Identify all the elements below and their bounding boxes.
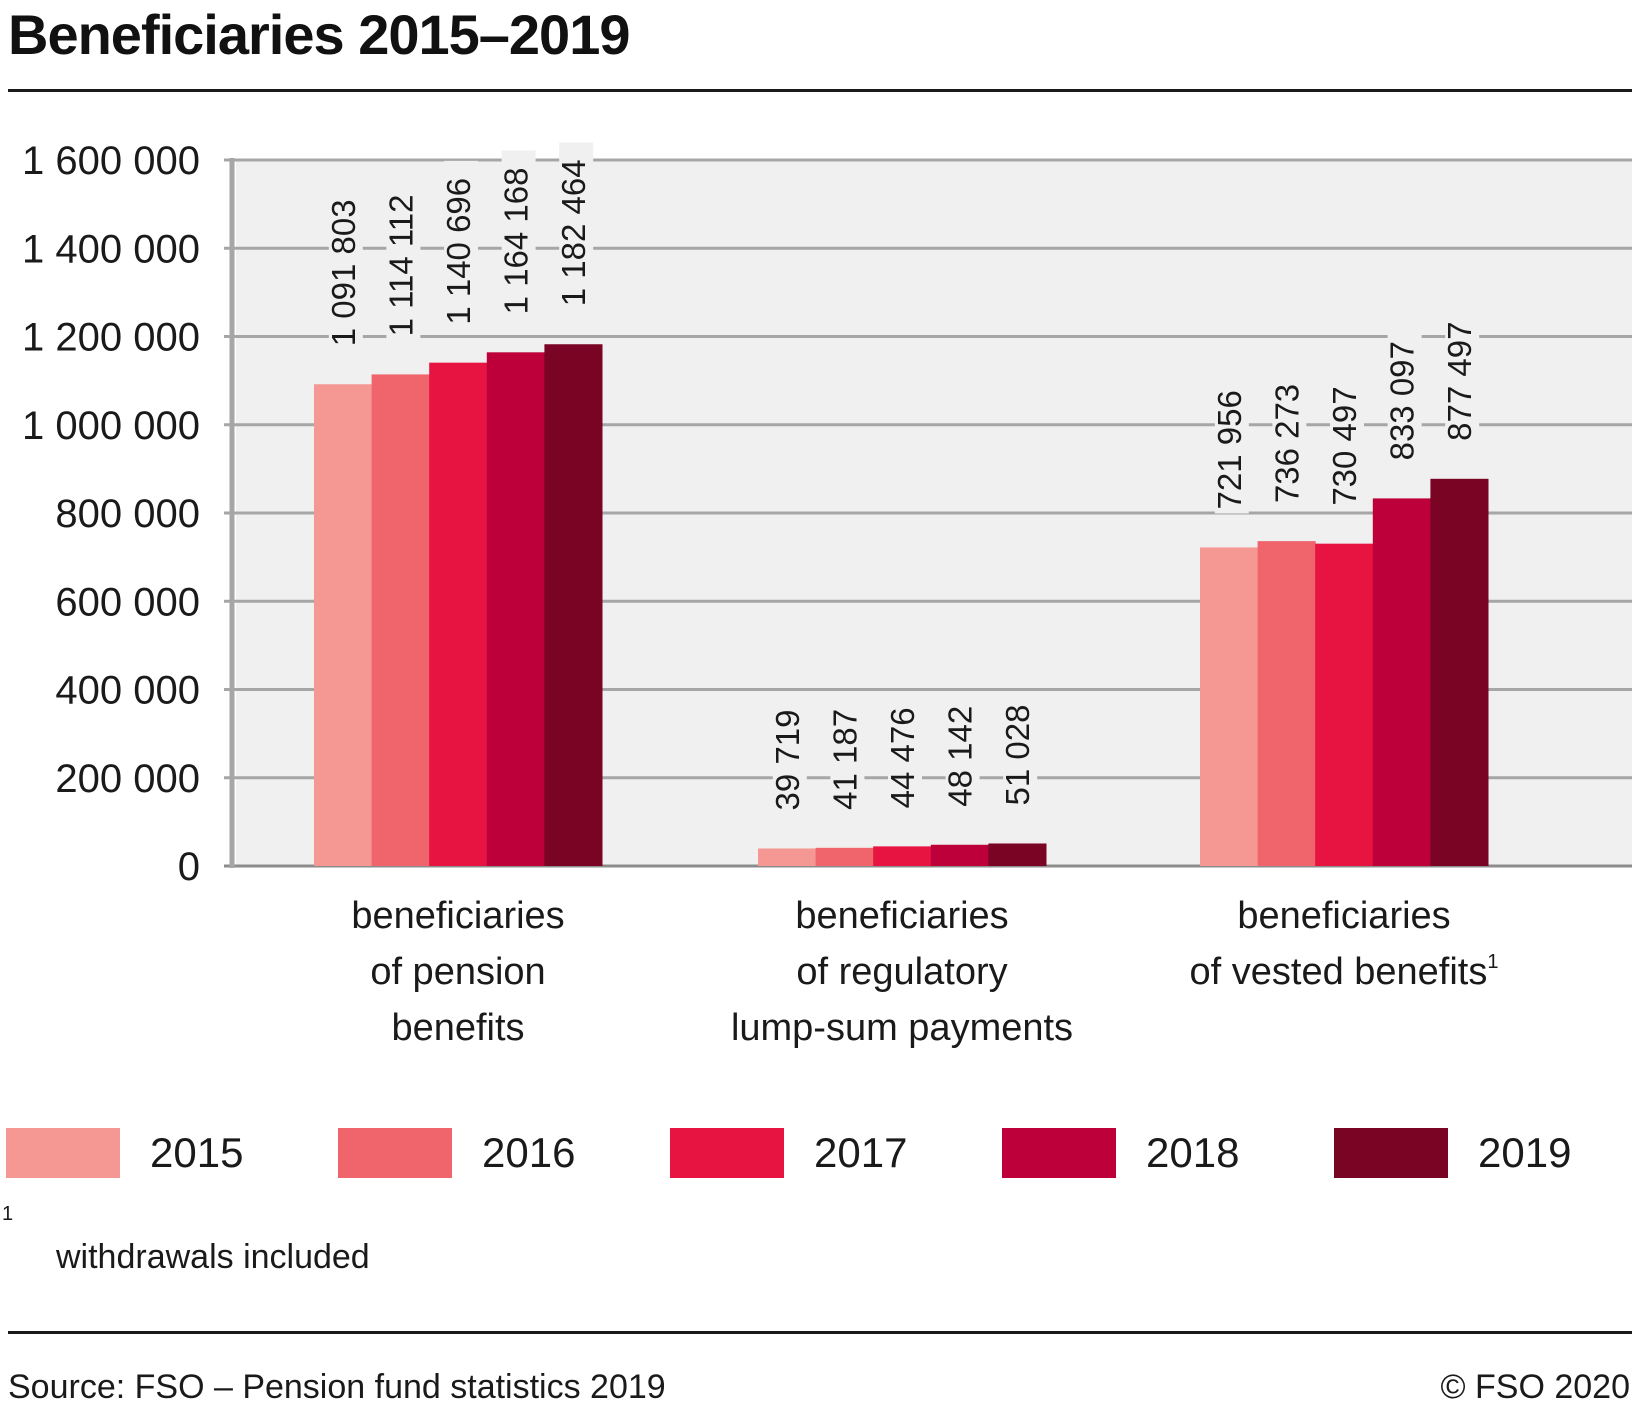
title-divider: [8, 89, 1632, 92]
y-tick-label: 1 600 000: [22, 139, 200, 183]
value-label-bg: [444, 160, 478, 329]
value-label-bg: [501, 150, 536, 319]
legend-item-2019: 2019: [1334, 1127, 1571, 1179]
footnote-mark: 1: [2, 1203, 14, 1225]
value-label-bg: [1445, 313, 1480, 445]
footnote-superscript: 1: [1487, 951, 1498, 973]
category-label: of pension: [370, 951, 545, 993]
value-label: 736 273: [1268, 384, 1305, 503]
category-label: benefits: [391, 1007, 524, 1049]
legend-swatch: [338, 1128, 452, 1178]
y-tick-label: 400 000: [55, 669, 200, 713]
value-label-bg: [830, 700, 865, 814]
bar-2018-1: [930, 844, 989, 866]
y-tick-label: 0: [178, 845, 200, 889]
category-label: beneficiaries: [1237, 895, 1450, 937]
bar-2015-2: [1200, 547, 1259, 866]
source-note: Source: FSO – Pension fund statistics 20…: [8, 1368, 666, 1406]
footnote-text: withdrawals included: [56, 1238, 370, 1276]
y-tick-label: 1 200 000: [22, 316, 200, 360]
value-label: 730 497: [1326, 386, 1363, 505]
y-tick-label: 600 000: [55, 580, 200, 624]
value-label: 833 097: [1384, 341, 1421, 460]
bar-2017-2: [1315, 543, 1374, 866]
bar-2019-2: [1430, 478, 1489, 866]
category-label: of regulatory: [796, 951, 1007, 993]
legend-label: 2016: [482, 1129, 576, 1176]
value-label: 39 719: [769, 710, 806, 811]
value-label: 51 028: [999, 705, 1036, 806]
legend: 2015 2016 2017 2018 2019: [0, 1127, 1632, 1179]
y-tick-label: 800 000: [55, 492, 200, 536]
legend-swatch: [670, 1128, 784, 1178]
value-label: 1 091 803: [325, 199, 362, 346]
bar-2018-2: [1372, 498, 1431, 866]
category-label: beneficiaries: [351, 895, 564, 937]
legend-item-2016: 2016: [338, 1127, 575, 1179]
value-label-bg: [1214, 382, 1249, 514]
value-label-bg: [559, 142, 594, 311]
bar-2015-1: [758, 848, 817, 866]
category-label: beneficiaries: [795, 895, 1008, 937]
value-label: 1 182 464: [555, 159, 592, 306]
bar-2016-2: [1257, 541, 1316, 866]
copyright: © FSO 2020: [1440, 1368, 1630, 1406]
value-label-bg: [1003, 696, 1038, 810]
legend-item-2015: 2015: [6, 1127, 243, 1179]
chart-title: Beneficiaries 2015–2019: [8, 3, 630, 66]
value-label-bg: [772, 701, 807, 815]
bar-2017-0: [429, 362, 488, 866]
legend-swatch: [6, 1128, 120, 1178]
legend-item-2018: 2018: [1002, 1127, 1239, 1179]
category-label: of vested benefits1: [1190, 951, 1499, 993]
value-label-bg: [328, 182, 363, 351]
category-label: lump-sum payments: [731, 1007, 1073, 1049]
bars: [314, 344, 1489, 866]
bar-2017-1: [873, 846, 932, 866]
y-tick-label: 1 400 000: [22, 227, 200, 271]
y-tick-label: 200 000: [55, 757, 200, 801]
legend-swatch: [1334, 1128, 1448, 1178]
legend-item-2017: 2017: [670, 1127, 907, 1179]
legend-label: 2015: [150, 1129, 244, 1176]
bar-chart: 0 200 000 400 000 600 000 800 000 1 000 000 1 …: [22, 139, 1632, 1049]
value-label-bg: [1330, 378, 1364, 510]
value-label: 41 187: [826, 709, 863, 810]
value-label-bg: [888, 699, 922, 813]
value-label: 1 140 696: [440, 178, 477, 325]
value-label: 877 497: [1441, 322, 1478, 441]
bar-2019-1: [988, 843, 1047, 866]
value-label: 44 476: [884, 707, 921, 808]
bar-2019-0: [544, 344, 603, 866]
value-label-bg: [1387, 332, 1422, 465]
category-labels: beneficiaries of pension benefits beneficia…: [351, 895, 1498, 1049]
y-tick-label: 1 000 000: [22, 404, 200, 448]
y-axis-ticks: 0 200 000 400 000 600 000 800 000 1 000 000 1 …: [22, 139, 200, 889]
legend-label: 2017: [814, 1129, 908, 1176]
legend-swatch: [1002, 1128, 1116, 1178]
bar-2016-1: [815, 847, 874, 866]
value-label: 1 114 112: [382, 194, 419, 336]
value-label: 721 956: [1211, 390, 1248, 509]
legend-label: 2019: [1478, 1129, 1572, 1176]
value-label-bg: [386, 172, 421, 341]
value-label-bg: [1272, 375, 1307, 508]
bar-2018-0: [486, 352, 545, 866]
value-label: 1 164 168: [498, 167, 535, 314]
value-labels: 1 091 803 39 719 721 956 1 114 112 41 187 736…: [325, 142, 1480, 815]
bar-2015-0: [314, 384, 373, 866]
value-label-bg: [945, 697, 980, 811]
legend-label: 2018: [1146, 1129, 1240, 1176]
bar-2016-0: [371, 374, 430, 866]
footer-divider: [8, 1331, 1632, 1334]
value-label: 48 142: [942, 706, 979, 807]
